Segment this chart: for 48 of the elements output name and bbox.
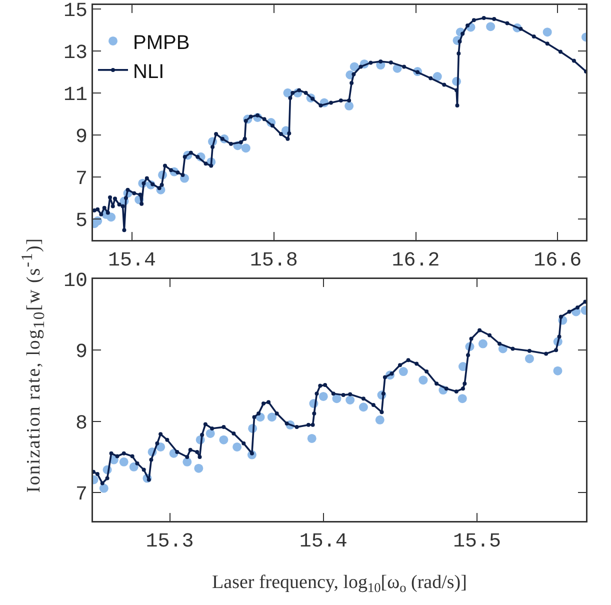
point bbox=[232, 442, 242, 452]
legend-label: NLI bbox=[133, 60, 164, 83]
point bbox=[194, 464, 204, 473]
y-tick-label: 5 bbox=[75, 210, 88, 234]
y-tick-label: 11 bbox=[63, 84, 88, 108]
x-tick-label: 16.6 bbox=[534, 250, 582, 272]
y-tick-label: 15 bbox=[63, 0, 88, 24]
point bbox=[486, 22, 496, 32]
point bbox=[350, 62, 359, 72]
point bbox=[119, 457, 128, 466]
point bbox=[241, 144, 250, 153]
x-axis-title: Laser frequency, log$_{10}$[ω$_{o}$ (rad/s)] bbox=[212, 572, 467, 596]
point bbox=[478, 339, 488, 348]
x-tick-label: 15.5 bbox=[452, 530, 501, 554]
point bbox=[346, 396, 355, 404]
point bbox=[182, 457, 192, 466]
y-tick-label: 7 bbox=[75, 484, 88, 507]
x-tick-label: 15.8 bbox=[250, 250, 298, 272]
y-tick-label: 8 bbox=[75, 412, 88, 436]
point bbox=[307, 434, 316, 443]
y-tick-label: 9 bbox=[75, 341, 88, 364]
point bbox=[458, 394, 467, 404]
point bbox=[542, 28, 552, 37]
point bbox=[398, 367, 408, 376]
y-tick-label: 9 bbox=[75, 126, 88, 150]
point bbox=[129, 462, 138, 472]
point bbox=[375, 415, 384, 424]
point bbox=[267, 412, 276, 422]
y-tick-label: 13 bbox=[63, 42, 88, 66]
x-tick-label: 15.3 bbox=[146, 530, 194, 554]
x-tick-label: 15.4 bbox=[299, 530, 348, 554]
x-tick-label: 16.2 bbox=[392, 250, 440, 272]
point bbox=[344, 101, 354, 110]
point bbox=[332, 394, 342, 404]
point bbox=[358, 402, 368, 412]
y-tick-label: 7 bbox=[75, 168, 88, 192]
legend-label: PMPB bbox=[133, 32, 190, 54]
point bbox=[99, 484, 108, 493]
point bbox=[219, 435, 228, 444]
x-tick-label: 15.4 bbox=[108, 250, 156, 272]
point bbox=[553, 366, 562, 376]
point bbox=[318, 392, 328, 401]
point bbox=[524, 354, 534, 364]
point bbox=[418, 376, 428, 385]
point bbox=[106, 212, 116, 222]
point bbox=[432, 72, 442, 82]
point bbox=[206, 428, 215, 438]
y-tick-label: 10 bbox=[63, 270, 88, 293]
